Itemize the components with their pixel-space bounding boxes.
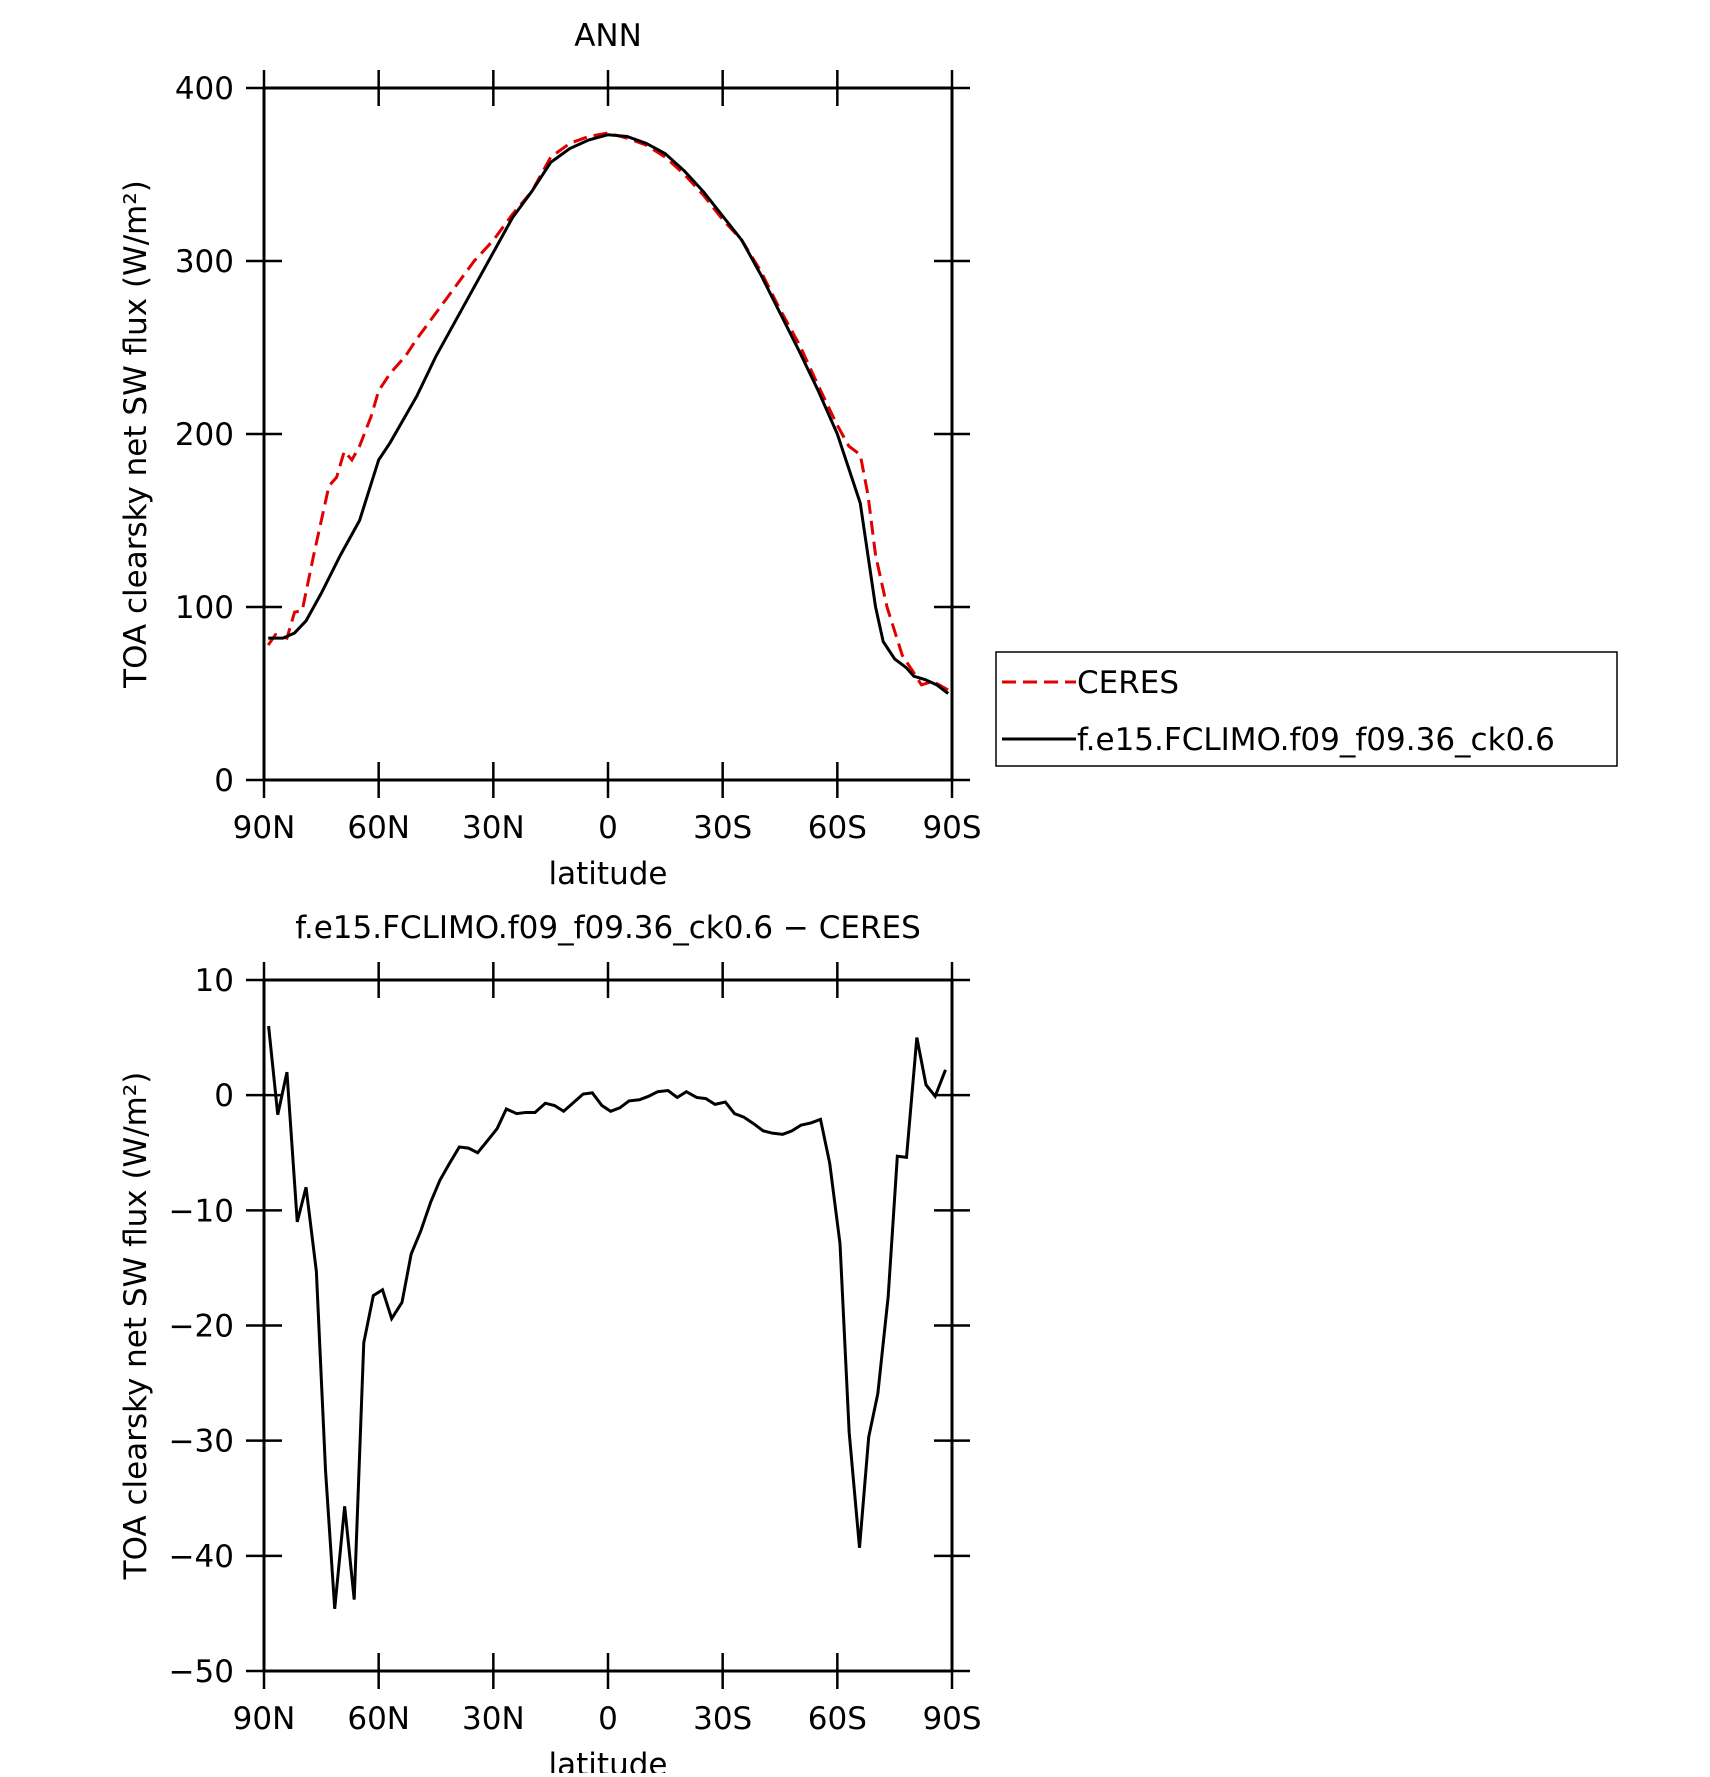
y-tick-label: 300 — [175, 244, 234, 280]
y-tick-label: 10 — [195, 963, 234, 999]
y-tick-label: 0 — [214, 1078, 234, 1114]
x-tick-label: 60S — [808, 810, 867, 846]
data-line — [267, 1025, 947, 1609]
y-tick-label: 100 — [175, 590, 234, 626]
x-tick-label: 0 — [598, 1701, 618, 1737]
y-tick-label: 200 — [175, 417, 234, 453]
y-tick-label: 0 — [214, 763, 234, 799]
x-tick-label: 0 — [598, 810, 618, 846]
x-tick-label: 30N — [462, 1701, 525, 1737]
y-tick-label: −30 — [169, 1424, 234, 1460]
data-line — [268, 133, 950, 695]
y-axis-label: TOA clearsky net SW flux (W/m²) — [118, 180, 154, 689]
y-tick-label: −50 — [169, 1654, 234, 1690]
y-axis-label: TOA clearsky net SW flux (W/m²) — [118, 1072, 154, 1581]
x-tick-label: 90N — [233, 1701, 296, 1737]
y-tick-label: −40 — [169, 1539, 234, 1575]
x-tick-label: 60N — [347, 1701, 410, 1737]
chart-title: ANN — [574, 18, 642, 54]
x-tick-label: 90S — [922, 1701, 981, 1737]
x-axis-label: latitude — [549, 1747, 668, 1773]
y-tick-label: 400 — [175, 71, 234, 107]
x-tick-label: 90N — [233, 810, 296, 846]
legend-label: CERES — [1077, 665, 1179, 701]
x-tick-label: 60N — [347, 810, 410, 846]
x-axis-label: latitude — [549, 856, 668, 892]
x-tick-label: 30S — [693, 1701, 752, 1737]
legend-box — [995, 651, 1618, 767]
plot-frame — [262, 978, 954, 1673]
x-tick-label: 30N — [462, 810, 525, 846]
x-tick-label: 30S — [693, 810, 752, 846]
x-tick-label: 60S — [808, 1701, 867, 1737]
y-tick-label: −20 — [169, 1309, 234, 1345]
x-tick-label: 90S — [922, 810, 981, 846]
chart-title: f.e15.FCLIMO.f09_f09.36_ck0.6 − CERES — [295, 910, 921, 946]
y-tick-label: −10 — [169, 1193, 234, 1229]
legend-label: f.e15.FCLIMO.f09_f09.36_ck0.6 — [1077, 722, 1555, 758]
plot-frame — [262, 86, 954, 782]
data-line — [266, 131, 949, 692]
